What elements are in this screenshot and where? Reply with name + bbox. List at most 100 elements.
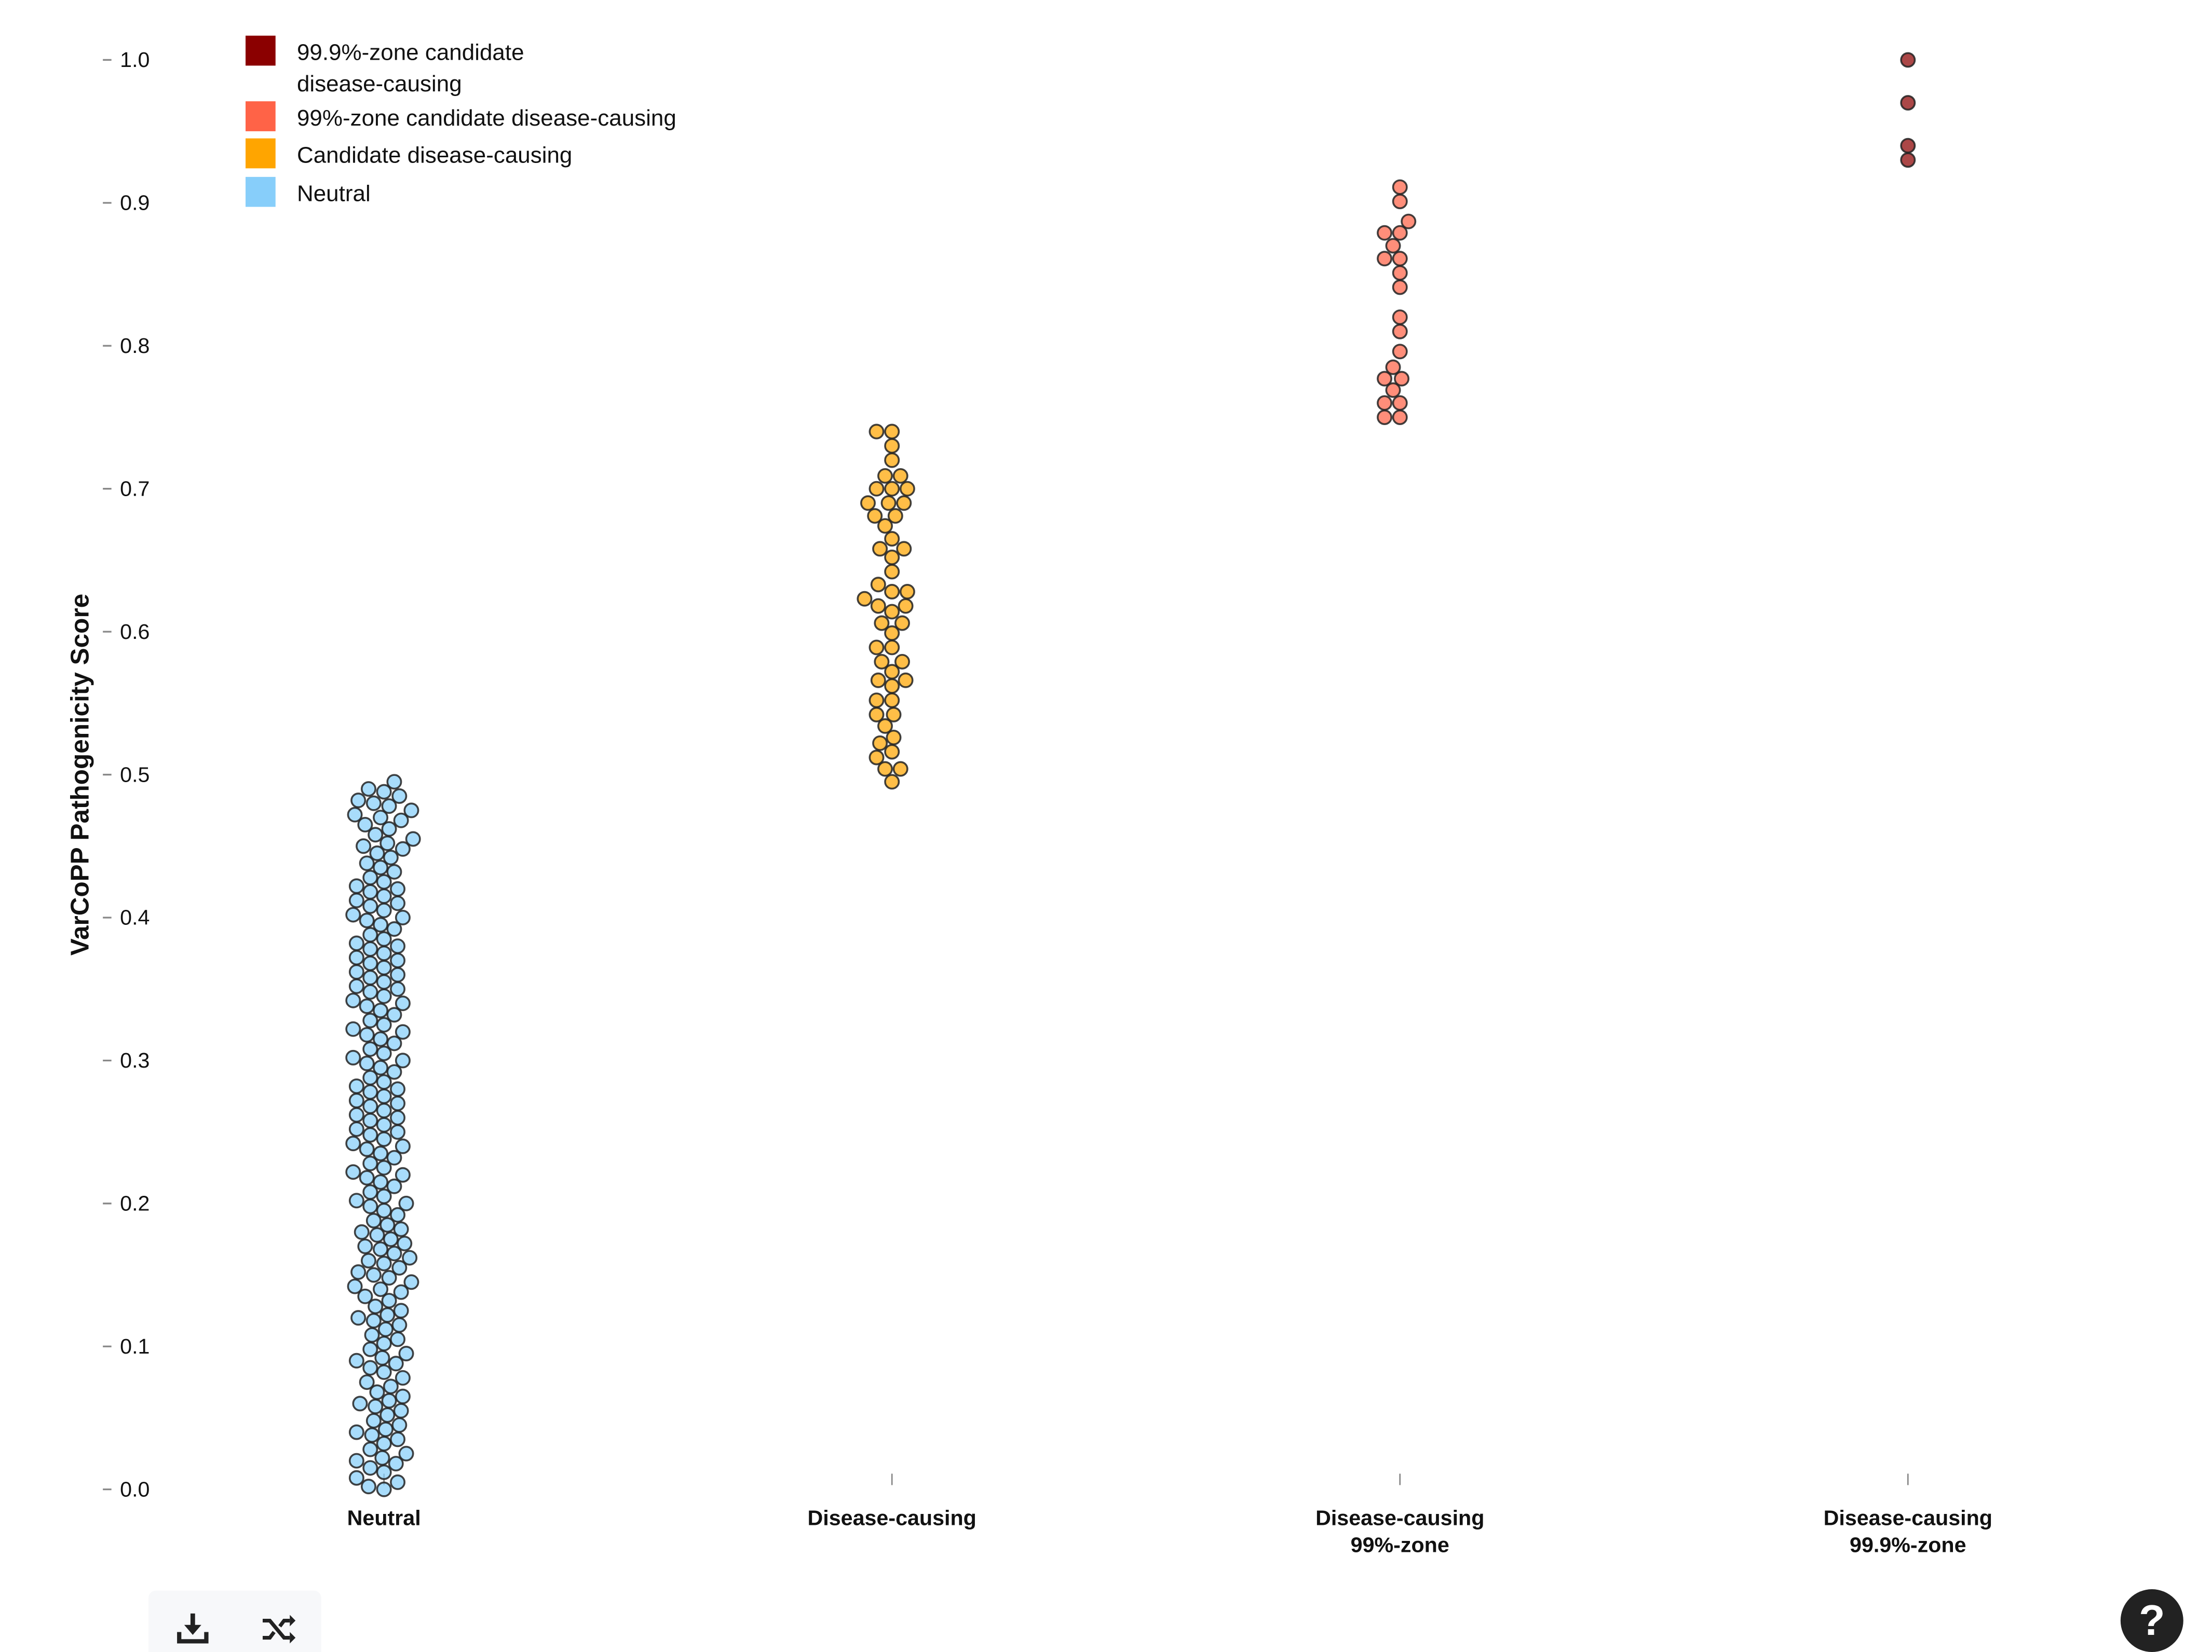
data-point bbox=[899, 481, 915, 497]
data-point bbox=[386, 1035, 402, 1052]
data-point bbox=[898, 598, 914, 614]
data-point bbox=[395, 1167, 411, 1183]
data-point bbox=[381, 821, 397, 837]
data-point bbox=[347, 807, 363, 823]
y-tick-label: 0.1 bbox=[120, 1334, 150, 1358]
data-point bbox=[348, 892, 364, 908]
data-point bbox=[860, 495, 876, 511]
data-point bbox=[874, 653, 890, 670]
data-point bbox=[877, 518, 893, 534]
data-point bbox=[395, 1024, 411, 1040]
data-point bbox=[868, 639, 885, 656]
data-point bbox=[393, 1221, 409, 1237]
data-point bbox=[348, 978, 364, 994]
data-point bbox=[884, 692, 900, 708]
data-point bbox=[377, 1321, 393, 1337]
data-point bbox=[365, 1267, 382, 1283]
data-point bbox=[884, 584, 900, 599]
data-point bbox=[348, 964, 364, 980]
data-point bbox=[395, 1138, 411, 1154]
data-point bbox=[1377, 371, 1393, 387]
legend-label: 99%-zone candidate disease-causing bbox=[297, 105, 676, 131]
data-point bbox=[364, 1327, 380, 1343]
data-point bbox=[386, 921, 402, 937]
data-point bbox=[347, 1278, 363, 1294]
y-tick-label: 0.8 bbox=[120, 334, 150, 358]
data-point bbox=[348, 1121, 364, 1137]
data-point bbox=[376, 1159, 392, 1176]
data-point bbox=[348, 1078, 364, 1094]
data-point bbox=[359, 1141, 375, 1157]
data-point bbox=[868, 692, 885, 708]
data-point bbox=[348, 1424, 364, 1440]
data-point bbox=[395, 1053, 411, 1069]
data-point bbox=[1392, 279, 1408, 295]
data-point bbox=[402, 1250, 418, 1266]
data-point bbox=[348, 1470, 364, 1486]
data-point bbox=[884, 678, 900, 694]
data-point bbox=[379, 1407, 396, 1423]
data-point bbox=[354, 1224, 370, 1240]
data-point bbox=[884, 664, 900, 680]
data-point bbox=[1392, 344, 1408, 360]
data-point bbox=[374, 1350, 390, 1366]
data-point bbox=[373, 1003, 389, 1018]
data-point bbox=[1900, 138, 1916, 154]
data-point bbox=[368, 827, 384, 843]
data-point bbox=[350, 1264, 367, 1280]
download-button[interactable] bbox=[173, 1609, 213, 1649]
data-point bbox=[362, 1070, 378, 1086]
data-point bbox=[868, 481, 885, 497]
data-point bbox=[390, 1431, 406, 1448]
data-point bbox=[388, 1456, 404, 1472]
data-point bbox=[381, 1293, 397, 1309]
data-point bbox=[386, 774, 402, 790]
data-point bbox=[365, 1212, 382, 1228]
data-point bbox=[383, 1378, 399, 1395]
data-point bbox=[868, 424, 885, 440]
data-point bbox=[362, 1441, 378, 1457]
data-point bbox=[376, 1102, 392, 1118]
data-point bbox=[348, 935, 364, 951]
points-layer bbox=[345, 52, 1916, 1497]
data-point bbox=[857, 591, 873, 607]
data-point bbox=[877, 761, 893, 777]
data-point bbox=[886, 706, 902, 722]
data-point bbox=[381, 1392, 397, 1409]
data-point bbox=[362, 1341, 378, 1357]
data-point bbox=[345, 907, 361, 923]
data-point bbox=[345, 1136, 361, 1152]
shuffle-button[interactable] bbox=[259, 1609, 298, 1649]
data-point bbox=[395, 995, 411, 1012]
data-point bbox=[397, 1235, 413, 1251]
data-point bbox=[391, 788, 408, 804]
data-point bbox=[398, 1346, 414, 1361]
data-point bbox=[870, 672, 886, 688]
data-point bbox=[379, 1307, 396, 1323]
data-point bbox=[1377, 225, 1393, 241]
data-point bbox=[1392, 179, 1408, 195]
legend-swatch bbox=[246, 138, 276, 169]
legend-label: Neutral bbox=[297, 181, 371, 207]
data-point bbox=[390, 938, 406, 954]
y-tick-label: 0.5 bbox=[120, 762, 150, 786]
data-point bbox=[867, 508, 883, 524]
data-point bbox=[395, 909, 411, 925]
x-tick-label: Disease-causing bbox=[1315, 1506, 1484, 1530]
data-point bbox=[1900, 152, 1916, 168]
legend-swatch bbox=[246, 176, 276, 207]
data-point bbox=[386, 1150, 402, 1166]
data-point bbox=[359, 1027, 375, 1043]
data-point bbox=[348, 1093, 364, 1109]
x-tick-label: Disease-causing bbox=[1824, 1506, 1992, 1530]
data-point bbox=[362, 1013, 378, 1029]
help-button[interactable]: ? bbox=[2120, 1589, 2183, 1652]
data-point bbox=[360, 1479, 376, 1495]
data-point bbox=[350, 793, 367, 809]
data-point bbox=[403, 1274, 419, 1290]
data-point bbox=[390, 952, 406, 968]
data-point bbox=[390, 1110, 406, 1126]
data-point bbox=[391, 1417, 408, 1433]
data-point bbox=[381, 798, 397, 814]
